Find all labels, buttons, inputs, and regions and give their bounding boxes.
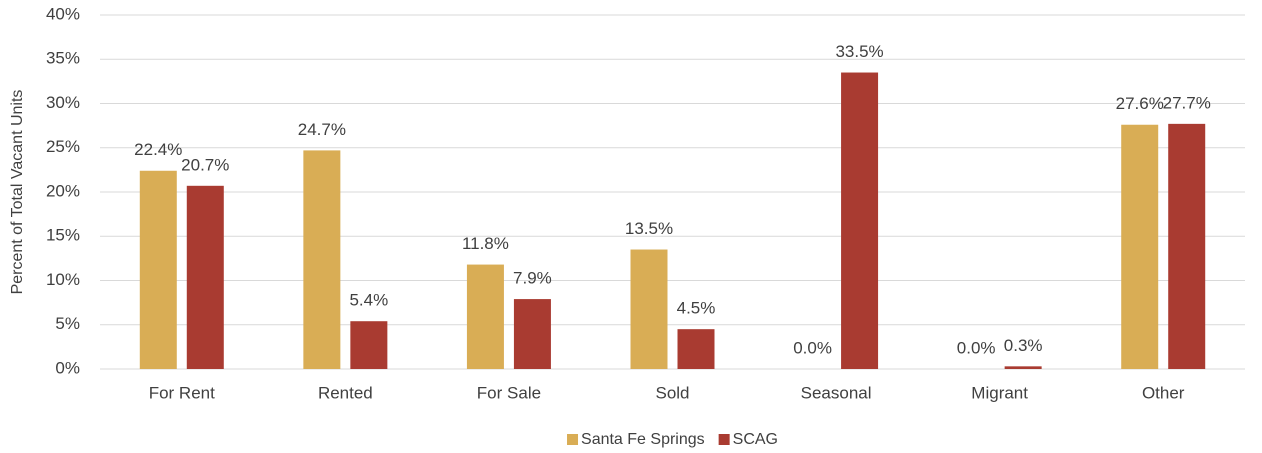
legend-label: Santa Fe Springs [581, 431, 705, 448]
y-tick-label: 15% [46, 226, 80, 245]
bar [350, 321, 388, 369]
legend-label: SCAG [733, 431, 778, 448]
value-label: 22.4% [134, 140, 182, 159]
value-label: 24.7% [298, 120, 346, 139]
value-label: 20.7% [181, 155, 229, 174]
value-label: 7.9% [513, 269, 552, 288]
value-label: 11.8% [462, 234, 509, 253]
y-tick-label: 20% [46, 181, 80, 200]
y-tick-label: 40% [46, 4, 80, 23]
bar [1121, 124, 1159, 370]
x-tick-label: Sold [655, 383, 689, 402]
value-label: 13.5% [625, 219, 673, 238]
bar [1004, 366, 1042, 369]
bar [303, 150, 341, 369]
y-tick-label: 0% [55, 358, 80, 377]
value-label: 33.5% [835, 42, 883, 61]
bar [186, 185, 224, 369]
value-label: 0.3% [1004, 336, 1043, 355]
bar [630, 249, 668, 369]
y-tick-label: 30% [46, 93, 80, 112]
value-label: 27.7% [1163, 93, 1211, 112]
value-label: 4.5% [677, 299, 716, 318]
value-label: 0.0% [793, 338, 832, 357]
bar [513, 299, 551, 369]
bar [677, 329, 715, 369]
y-tick-label: 35% [46, 49, 80, 68]
x-tick-label: For Sale [477, 383, 541, 402]
bar [139, 170, 177, 369]
value-label: 5.4% [349, 291, 388, 310]
legend-swatch [718, 434, 730, 445]
x-tick-label: For Rent [149, 383, 215, 402]
bar [466, 264, 504, 369]
x-tick-label: Migrant [971, 383, 1028, 402]
value-label: 27.6% [1116, 94, 1164, 113]
x-tick-label: Other [1142, 383, 1185, 402]
legend-swatch [567, 434, 579, 445]
y-tick-label: 25% [46, 137, 80, 156]
y-tick-label: 10% [46, 270, 80, 289]
y-axis-label: Percent of Total Vacant Units [9, 90, 26, 295]
x-tick-label: Rented [318, 383, 373, 402]
bar [841, 72, 879, 370]
x-tick-label: Seasonal [801, 383, 872, 402]
y-tick-label: 5% [55, 314, 80, 333]
value-label: 0.0% [957, 338, 996, 357]
bar [1168, 123, 1206, 369]
